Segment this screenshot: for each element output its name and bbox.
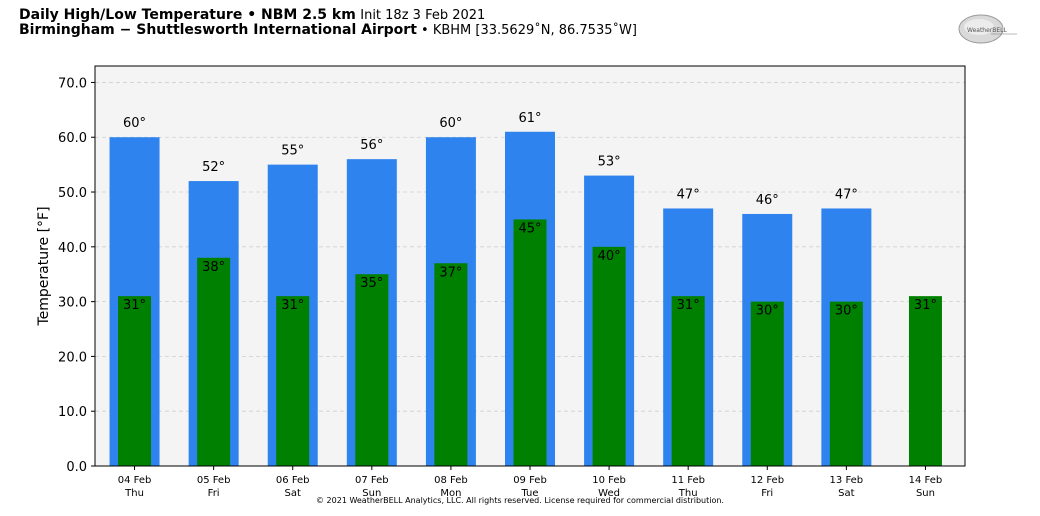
- low-temperature-bar: [592, 246, 626, 466]
- low-temperature-bar: [118, 296, 152, 466]
- weatherbell-logo-icon: WeatherBELL: [958, 14, 1017, 44]
- chart-title: Daily High/Low Temperature • NBM 2.5 km …: [19, 7, 637, 24]
- y-tick-label: 70.0: [58, 76, 87, 91]
- high-temperature-label: 47°: [677, 187, 700, 202]
- low-temperature-label: 31°: [677, 298, 700, 313]
- y-tick-label: 0.0: [66, 460, 87, 475]
- x-tick-day-label: Wed: [598, 488, 620, 499]
- y-tick-label: 40.0: [58, 241, 87, 256]
- chart-init-time: Init 18z 3 Feb 2021: [360, 8, 486, 23]
- x-tick-date-label: 08 Feb: [434, 475, 468, 486]
- y-tick-label: 30.0: [58, 296, 87, 311]
- low-temperature-label: 31°: [914, 298, 937, 313]
- x-tick-date-label: 09 Feb: [513, 475, 547, 486]
- x-tick-date-label: 04 Feb: [118, 475, 152, 486]
- y-tick-label: 20.0: [58, 350, 87, 365]
- low-temperature-bar: [355, 274, 389, 466]
- chart-title-main: Daily High/Low Temperature • NBM 2.5 km: [19, 7, 356, 23]
- low-temperature-label: 30°: [835, 304, 858, 319]
- high-temperature-label: 60°: [123, 116, 146, 131]
- high-temperature-label: 46°: [756, 193, 779, 208]
- x-tick-date-label: 07 Feb: [355, 475, 389, 486]
- x-tick-day-label: Thu: [124, 488, 144, 499]
- low-temperature-label: 45°: [518, 221, 541, 236]
- chart-header: Daily High/Low Temperature • NBM 2.5 km …: [19, 7, 637, 39]
- axes: 0.0 10.0 20.0 30.0 40.0 50.0 60.0 70.0 04 Feb Thu…: [58, 65, 966, 499]
- high-temperature-label: 61°: [518, 111, 541, 126]
- low-temperature-bar: [513, 219, 547, 466]
- low-temperature-label: 40°: [598, 249, 621, 264]
- low-temperature-bar: [829, 301, 863, 466]
- x-tick-date-label: 05 Feb: [197, 475, 231, 486]
- x-tick-date-label: 14 Feb: [909, 475, 943, 486]
- y-tick-label: 50.0: [58, 186, 87, 201]
- x-tick-day-label: Sat: [838, 488, 854, 499]
- low-temperature-bar: [197, 257, 231, 466]
- labels: 60° 31° 52° 38° 55° 31° 56° 35° 60° 37° 61° 45° 53° 4…: [123, 111, 937, 319]
- station-coordinates: • KBHM [33.5629˚N, 86.7535˚W]: [416, 23, 637, 38]
- low-temperature-label: 30°: [756, 304, 779, 319]
- low-temperature-label: 31°: [281, 298, 304, 313]
- x-tick-date-label: 12 Feb: [750, 475, 784, 486]
- high-temperature-label: 56°: [360, 138, 383, 153]
- station-name: Birmingham − Shuttlesworth International…: [19, 22, 417, 38]
- x-tick-day-label: Tue: [520, 488, 538, 499]
- x-tick-day-label: Sat: [285, 488, 301, 499]
- x-tick-date-label: 06 Feb: [276, 475, 310, 486]
- high-temperature-label: 52°: [202, 160, 225, 175]
- low-temperature-label: 37°: [439, 265, 462, 280]
- high-temperature-label: 55°: [281, 144, 304, 159]
- x-tick-day-label: Sun: [916, 488, 935, 499]
- low-temperature-bar: [434, 263, 468, 466]
- y-axis-label: Temperature [°F]: [36, 206, 52, 326]
- copyright-notice: © 2021 WeatherBELL Analytics, LLC. All r…: [316, 496, 724, 505]
- chart-subtitle: Birmingham − Shuttlesworth International…: [19, 22, 637, 39]
- x-tick-date-label: 10 Feb: [592, 475, 626, 486]
- logo-text: WeatherBELL: [967, 27, 1008, 34]
- x-tick-day-label: Mon: [440, 488, 461, 499]
- low-temperature-bar: [750, 301, 784, 466]
- bars: [109, 131, 942, 467]
- x-tick-day-label: Sun: [362, 488, 381, 499]
- y-tick-label: 10.0: [58, 405, 87, 420]
- low-temperature-bar: [671, 296, 705, 466]
- x-tick-day-label: Fri: [761, 488, 773, 499]
- low-temperature-label: 35°: [360, 276, 383, 291]
- x-tick-date-label: 13 Feb: [830, 475, 864, 486]
- y-tick-label: 60.0: [58, 131, 87, 146]
- low-temperature-label: 38°: [202, 260, 225, 275]
- plot-frame: [94, 65, 966, 467]
- high-temperature-label: 47°: [835, 187, 858, 202]
- high-temperature-label: 60°: [439, 116, 462, 131]
- low-temperature-label: 31°: [123, 298, 146, 313]
- low-temperature-bar: [276, 296, 310, 466]
- high-temperature-label: 53°: [598, 155, 621, 170]
- x-tick-day-label: Fri: [208, 488, 220, 499]
- x-tick-date-label: 11 Feb: [671, 475, 705, 486]
- x-tick-day-label: Thu: [678, 488, 698, 499]
- low-temperature-bar: [908, 296, 942, 466]
